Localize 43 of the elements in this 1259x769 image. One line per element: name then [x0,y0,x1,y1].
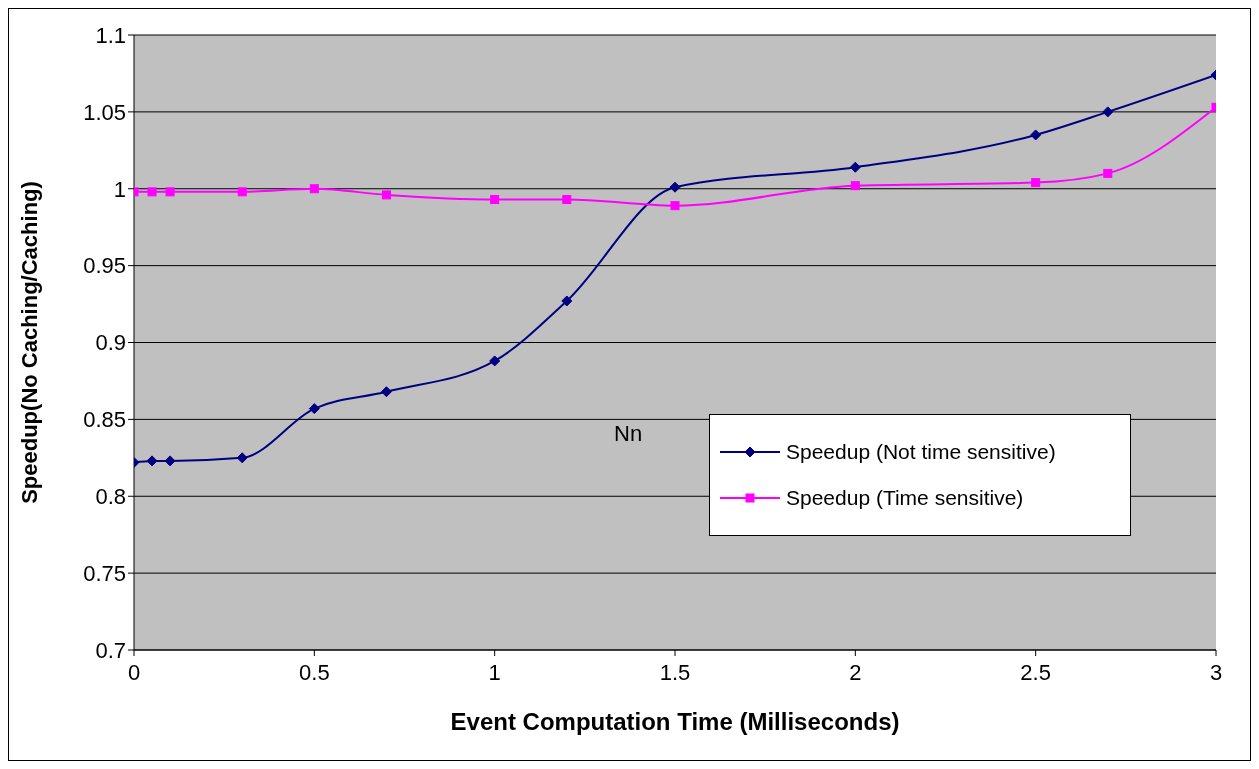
y-tick-label: 0.95 [83,253,126,279]
x-tick-label: 1 [488,659,501,685]
y-tick-label: 0.75 [83,560,126,586]
legend-label: Speedup (Not time sensitive) [786,439,1056,465]
legend-label: Speedup (Time sensitive) [786,485,1024,511]
point [849,161,861,173]
point [237,187,247,197]
y-tick-label: 1.1 [95,22,126,48]
x-axis-title: Event Computation Time (Milliseconds) [450,708,900,735]
point [236,452,248,464]
point [850,181,860,191]
y-tick-label: 0.8 [95,484,126,510]
point [147,187,157,197]
point [165,187,175,197]
point [1030,129,1042,141]
y-tick-label: 0.9 [95,330,126,356]
annotation: Nn [614,421,643,446]
point [490,195,500,205]
point [670,201,680,211]
point [380,386,392,398]
point [146,455,158,467]
point [561,295,573,307]
point [562,195,572,205]
point [309,184,319,194]
point [1103,168,1113,178]
point [164,455,176,467]
x-tick-label: 1.5 [659,659,691,685]
y-tick-label: 0.85 [83,407,126,433]
y-axis-title: Speedup(No Caching/Caching) [16,181,42,504]
x-tick-label: 0 [127,659,141,685]
y-tick-label: 1 [113,176,126,202]
y-tick-label: 0.7 [95,637,126,663]
x-tick-label: 3 [1209,659,1223,685]
point [308,403,320,415]
point [669,181,681,193]
x-tick-label: 2.5 [1020,659,1051,685]
point [1031,178,1041,188]
point [1102,106,1114,118]
x-tick-label: 0.5 [299,659,330,685]
point [381,190,391,200]
x-tick-label: 2 [849,659,862,685]
point [489,355,501,367]
y-tick-label: 1.05 [83,99,126,125]
